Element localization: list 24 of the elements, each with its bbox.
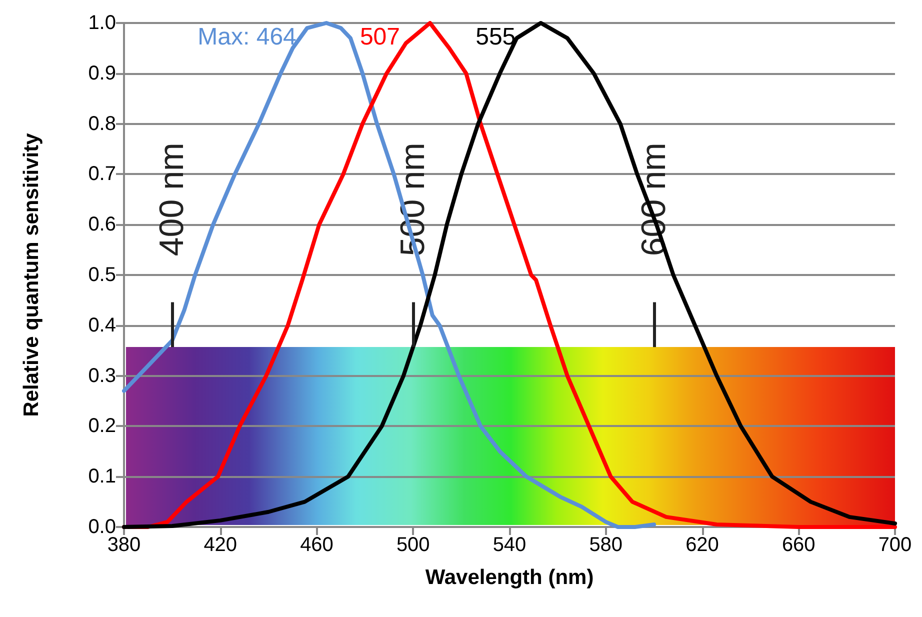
y-tick-label: 0.4	[88, 314, 116, 336]
x-tick-label: 420	[204, 534, 238, 556]
y-tick-label: 1.0	[88, 12, 116, 34]
y-tick-label: 0.6	[88, 214, 116, 236]
x-tick-label: 580	[589, 534, 623, 556]
annotation: 555	[476, 24, 516, 50]
x-axis-title: Wavelength (nm)	[425, 566, 594, 589]
x-tick-label: 620	[686, 534, 719, 556]
y-tick-label: 0.1	[88, 466, 116, 488]
x-tick-label: 500	[396, 534, 430, 556]
y-tick-label: 0.9	[88, 62, 116, 84]
y-tick-label: 0.7	[88, 163, 116, 186]
x-tick-label: 700	[878, 534, 912, 556]
annotation: Max: 464	[198, 24, 296, 50]
x-tick-label: 540	[492, 534, 526, 556]
x-tick-label: 460	[300, 534, 334, 556]
y-tick-label: 0.8	[88, 112, 116, 135]
y-tick-label: 0.2	[88, 415, 116, 438]
y-tick-label: 0.5	[88, 264, 116, 286]
x-tick-label: 660	[782, 534, 816, 556]
y-tick-label: 0.3	[88, 364, 116, 387]
y-axis-title: Relative quantum sensitivity	[20, 132, 43, 417]
annotation: 507	[360, 24, 400, 50]
ref-line-label: 400 nm	[153, 142, 192, 256]
